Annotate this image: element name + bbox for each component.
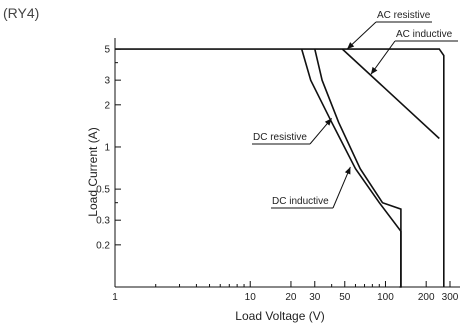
- series-ac-resistive-line: [115, 48, 445, 287]
- curves: [115, 48, 445, 288]
- y-tick-label: 0.3: [96, 216, 110, 227]
- y-tick-label: 1: [104, 142, 110, 153]
- x-axis-title: Load Voltage (V): [235, 309, 324, 323]
- annotations: AC resistive AC inductive DC resistive DC i…: [252, 10, 458, 209]
- x-tick-label: 10: [245, 292, 257, 303]
- y-tick-label: 0.2: [96, 240, 110, 251]
- annotation-ac-inductive: AC inductive: [396, 29, 453, 40]
- ticks: 1 10 20 30 50 100 200 300 0.2 0.3 0.5 1 2 3 5: [96, 45, 459, 303]
- annotation-dc-resistive: DC resistive: [253, 132, 307, 143]
- annotation-ac-resistive: AC resistive: [377, 10, 431, 21]
- annotation-dc-inductive: DC inductive: [272, 196, 329, 207]
- series-dc-inductive-line: [314, 48, 402, 288]
- corner-label: (RY4): [3, 5, 39, 21]
- arrowhead-icon: [347, 42, 355, 50]
- arrowhead-icon: [324, 118, 332, 126]
- y-tick-label: 0.5: [96, 185, 110, 196]
- arrowhead-icon: [344, 166, 351, 175]
- series-ac-inductive-line: [341, 48, 440, 140]
- series-dc-resistive-line: [300, 48, 402, 287]
- x-tick-label: 1: [112, 292, 118, 303]
- annotation-leader-line: [332, 166, 351, 209]
- x-tick-label: 200: [418, 292, 435, 303]
- y-tick-label: 5: [104, 45, 110, 56]
- x-tick-label: 300: [442, 292, 459, 303]
- y-tick-label: 3: [104, 76, 110, 87]
- axes: [114, 38, 460, 288]
- x-tick-label: 50: [339, 292, 351, 303]
- y-tick-label: 2: [104, 100, 110, 111]
- x-tick-label: 30: [309, 292, 321, 303]
- y-axis-title: Load Current (A): [86, 127, 100, 216]
- x-tick-label: 100: [377, 292, 394, 303]
- x-tick-label: 20: [285, 292, 297, 303]
- arrowhead-icon: [370, 66, 378, 75]
